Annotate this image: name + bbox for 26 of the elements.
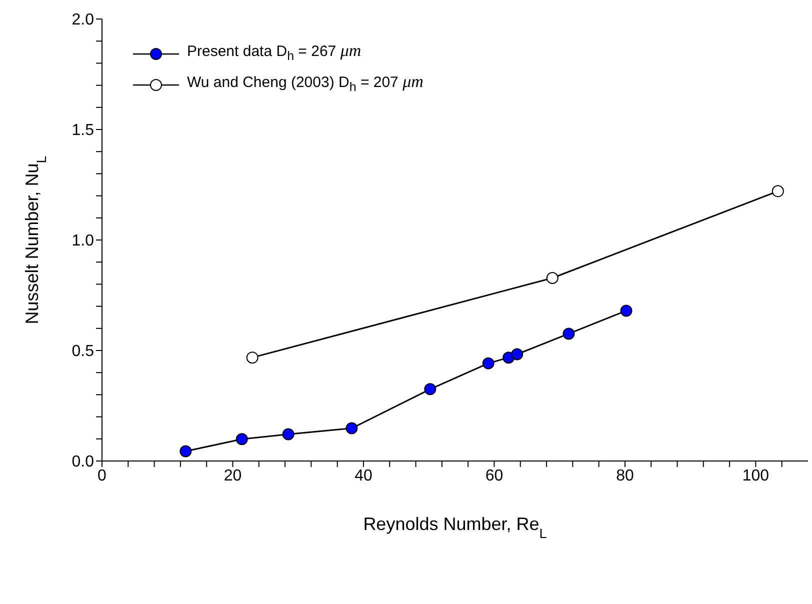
legend-label: Wu and Cheng (2003) D$_{h}$ = 207 μm (187, 71, 424, 96)
x-tick-label: 60 (485, 467, 504, 484)
point (482, 357, 494, 370)
point (562, 328, 575, 340)
x-tick-label: 80 (616, 467, 634, 484)
y-tick-label: 1.5 (72, 122, 94, 140)
point (772, 185, 784, 198)
point (246, 352, 258, 364)
x-axis-title: Reynolds Number, Re$_{L}$ (363, 514, 548, 540)
point (180, 445, 192, 458)
x-tick-label: 40 (354, 467, 372, 484)
y-tick-label: 1.0 (72, 232, 94, 250)
point (282, 428, 294, 440)
point (424, 383, 436, 396)
y-tick-label: 2.0 (72, 12, 94, 29)
point (620, 304, 632, 317)
point (511, 348, 524, 360)
point (546, 272, 558, 284)
point (236, 433, 248, 446)
legend-label: Present data D$_{h}$ = 267 μm (187, 40, 362, 65)
point (346, 422, 358, 434)
x-tick-label: 20 (224, 467, 242, 484)
x-tick-label: 0 (98, 467, 107, 484)
x-tick-label: 100 (742, 467, 770, 484)
y-tick-label: 0.0 (72, 454, 94, 471)
y-tick-label: 0.5 (72, 343, 94, 360)
